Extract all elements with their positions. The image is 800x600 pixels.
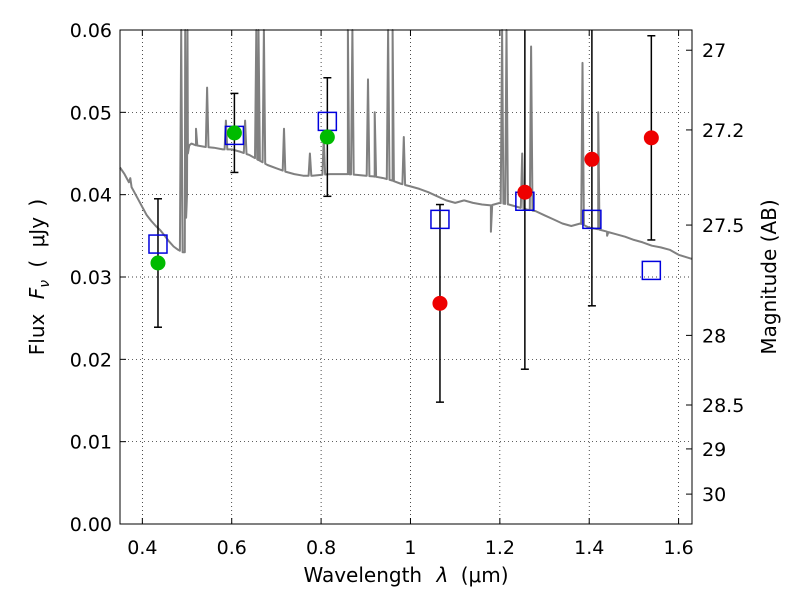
x-tick-label: 0.6 bbox=[217, 537, 247, 559]
y-axis-label-unit: μJy bbox=[25, 217, 49, 248]
y-axis-label-open: ( bbox=[25, 260, 49, 268]
photometry-points bbox=[148, 30, 662, 403]
y2-tick-label: 28 bbox=[702, 325, 726, 347]
y-axis-label: Flux Fν ( μJy ) bbox=[25, 199, 54, 355]
y2-tick-label: 28.5 bbox=[702, 395, 744, 417]
secondary-y-axis-label: Magnitude (AB) bbox=[757, 199, 781, 354]
flux-point-marker bbox=[643, 130, 659, 146]
y-axis-label-close: ) bbox=[25, 199, 49, 207]
y-axis-label-subscript: ν bbox=[37, 280, 53, 288]
y-tick-label: 0.02 bbox=[70, 349, 112, 371]
x-axis-label-unit: μm bbox=[469, 563, 501, 587]
y-axis-label-symbol: F bbox=[25, 287, 49, 299]
model-square-marker bbox=[582, 209, 602, 230]
x-tick-label: 1.6 bbox=[663, 537, 693, 559]
y-tick-label: 0.06 bbox=[70, 20, 112, 42]
flux-point-marker bbox=[319, 129, 335, 145]
y-tick-label: 0.03 bbox=[70, 267, 112, 289]
x-tick-label: 1.2 bbox=[485, 537, 515, 559]
flux-point-marker bbox=[226, 125, 242, 141]
x-tick-label: 1 bbox=[404, 537, 416, 559]
y2-tick-label: 30 bbox=[702, 484, 726, 506]
model-square-marker bbox=[148, 234, 168, 254]
x-axis-label-open: ( bbox=[461, 563, 469, 587]
flux-point-marker bbox=[150, 255, 166, 271]
x-axis-label: Wavelength λ (μm) bbox=[303, 563, 508, 587]
x-tick-label: 0.8 bbox=[306, 537, 336, 559]
x-axis-label-text: Wavelength bbox=[303, 563, 422, 587]
y-tick-label: 0.01 bbox=[70, 432, 112, 454]
y2-tick-label: 27.2 bbox=[702, 120, 744, 142]
y-tick-label: 0.05 bbox=[70, 102, 112, 124]
x-tick-label: 1.4 bbox=[574, 537, 604, 559]
model-square-marker bbox=[430, 209, 450, 230]
y2-tick-label: 29 bbox=[702, 439, 726, 461]
y-tick-label: 0.00 bbox=[70, 514, 112, 536]
flux-point-marker bbox=[584, 151, 600, 167]
x-axis-label-symbol: λ bbox=[435, 563, 448, 587]
y-tick-label: 0.04 bbox=[70, 185, 112, 207]
x-axis-label-close: ) bbox=[501, 563, 509, 587]
y-axis-label-text: Flux bbox=[25, 313, 49, 355]
y2-tick-label: 27.5 bbox=[702, 215, 744, 237]
model-square-marker bbox=[641, 260, 662, 281]
flux-point-marker bbox=[432, 295, 448, 311]
x-tick-label: 0.4 bbox=[127, 537, 157, 559]
flux-point-marker bbox=[517, 184, 533, 200]
axis-ticks: 0.4 0.6 0.8 1 1.2 1.4 1.6 0.00 0.01 0.02 0.03 0.04 0… bbox=[70, 20, 745, 559]
y2-tick-label: 27 bbox=[702, 40, 726, 62]
